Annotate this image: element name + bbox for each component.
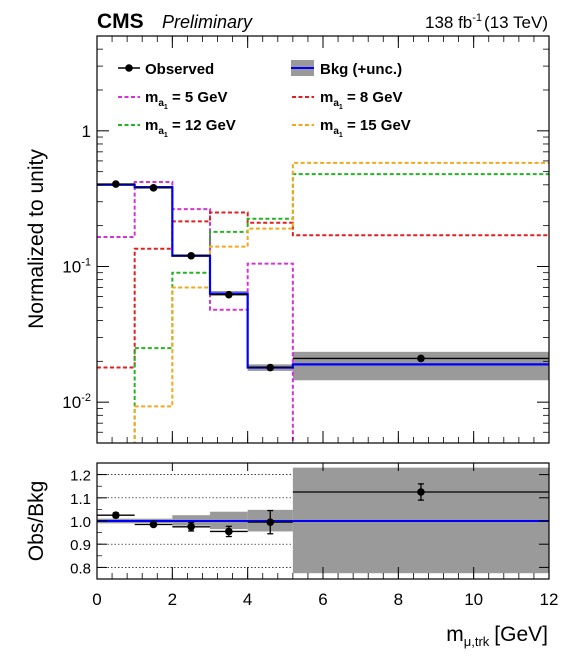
observed-point — [225, 290, 233, 299]
svg-text:ma1 = 8 GeV: ma1 = 8 GeV — [320, 89, 402, 111]
svg-text:ma1 = 12 GeV: ma1 = 12 GeV — [145, 117, 236, 139]
ratio-point — [149, 520, 158, 529]
legend-item-signal-15: ma1 = 15 GeV — [292, 117, 411, 139]
legend-item-signal-5: ma1 = 5 GeV — [118, 89, 227, 111]
observed-point — [187, 251, 195, 260]
x-tick-label: 8 — [394, 590, 403, 609]
main-y-axis-label: Normalized to unity — [25, 149, 48, 329]
lumi-value: 138 fb — [425, 13, 472, 32]
main-y-tick-label: 10-1 — [62, 256, 91, 276]
ratio-frame — [96, 462, 550, 580]
lumi-energy: (13 TeV) — [484, 13, 548, 32]
lumi-exponent: -1 — [472, 12, 482, 24]
main-y-tick-label: 10-2 — [62, 392, 91, 412]
x-tick-label: 10 — [464, 590, 483, 609]
legend-bkg-label: Bkg (+unc.) — [320, 61, 402, 78]
x-tick-label: 6 — [318, 590, 327, 609]
status-label: Preliminary — [162, 12, 253, 32]
signal-hist-5-gev — [97, 180, 294, 443]
ratio-panel: 0 2 4 6 8 10 12 0.8 0.9 1.0 1.1 1.2 — [70, 462, 559, 609]
ratio-point — [417, 488, 425, 496]
ratio-y-tick-label: 1.1 — [70, 491, 91, 508]
x-axis-label: mμ,trk [GeV] — [446, 623, 548, 649]
svg-text:ma1 = 15 GeV: ma1 = 15 GeV — [320, 117, 411, 139]
x-tick-label: 4 — [243, 590, 252, 609]
x-tick-label: 2 — [168, 590, 177, 609]
ratio-point — [112, 511, 120, 519]
legend-item-observed: Observed — [118, 61, 214, 78]
observed-point — [417, 354, 425, 363]
bkg-hist — [97, 183, 549, 369]
main-y-tick-label: 1 — [82, 122, 91, 141]
observed-point — [112, 180, 120, 188]
ratio-point — [266, 518, 275, 526]
main-frame — [96, 35, 550, 444]
ratio-y-tick-label: 1.0 — [70, 514, 91, 531]
legend-item-signal-8: ma1 = 8 GeV — [292, 89, 402, 111]
ratio-y-tick-label: 0.8 — [70, 560, 91, 577]
main-panel: 1 10-1 10-2 — [62, 35, 550, 444]
ratio-y-axis-label: Obs/Bkg — [25, 481, 48, 562]
signal-hist-8-gev — [97, 211, 549, 369]
svg-text:ma1 = 5 GeV: ma1 = 5 GeV — [145, 89, 227, 111]
x-tick-label: 12 — [540, 590, 559, 609]
ratio-y-tick-label: 0.9 — [70, 537, 91, 554]
ratio-point — [225, 527, 233, 536]
lumi-label: 138 fb-1 (13 TeV) — [425, 12, 548, 32]
x-tick-label: 0 — [92, 590, 101, 609]
observed-point — [266, 363, 275, 372]
experiment-label: CMS — [97, 10, 144, 33]
legend-observed-label: Observed — [145, 61, 214, 78]
observed-point — [149, 184, 158, 192]
legend-item-signal-12: ma1 = 12 GeV — [118, 117, 236, 139]
ratio-point — [187, 523, 195, 531]
ratio-y-tick-label: 1.2 — [70, 468, 91, 485]
legend-item-bkg: Bkg (+unc.) — [291, 60, 402, 78]
legend: Observed Bkg (+unc.) ma1 = 5 GeV ma1 = 8… — [118, 60, 411, 139]
